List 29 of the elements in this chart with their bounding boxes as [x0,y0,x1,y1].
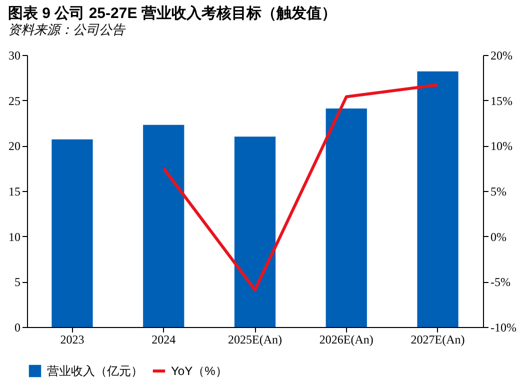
chart-title: 图表 9 公司 25-27E 营业收入考核目标（触发值） [8,5,336,22]
y-tick-label: 15 [8,184,20,198]
legend-label: YoY（%） [171,364,228,378]
y-tick-label: 20 [8,139,20,154]
bar [234,136,276,327]
y-tick-label: 0 [14,320,20,334]
y2-tick-label: 15% [490,94,512,108]
legend-label: 营业收入（亿元） [47,364,143,378]
y2-tick-label: 10% [490,139,512,154]
bar [326,108,367,327]
bar [417,71,458,327]
y2-tick-label: 0% [490,230,506,244]
y-tick-label: 25 [8,94,20,108]
bar [143,124,184,327]
y2-tick-label: 5% [490,184,506,198]
x-tick-label: 2025E(An) [228,332,282,346]
x-tick-label: 2027E(An) [410,332,465,346]
y2-tick-label: -10% [490,320,516,334]
y2-tick-label: 20% [490,48,512,62]
y-tick-label: 10 [8,230,20,244]
y-tick-label: 5 [14,275,20,290]
y-tick-label: 30 [8,48,20,62]
x-tick-label: 2023 [60,332,84,346]
x-tick-label: 2026E(An) [319,332,374,346]
text: 资料来源：公司公告 [8,22,126,37]
y2-tick-label: -5% [490,275,510,290]
bar [52,139,93,327]
line-series [162,83,440,292]
x-tick-label: 2024 [152,332,176,346]
